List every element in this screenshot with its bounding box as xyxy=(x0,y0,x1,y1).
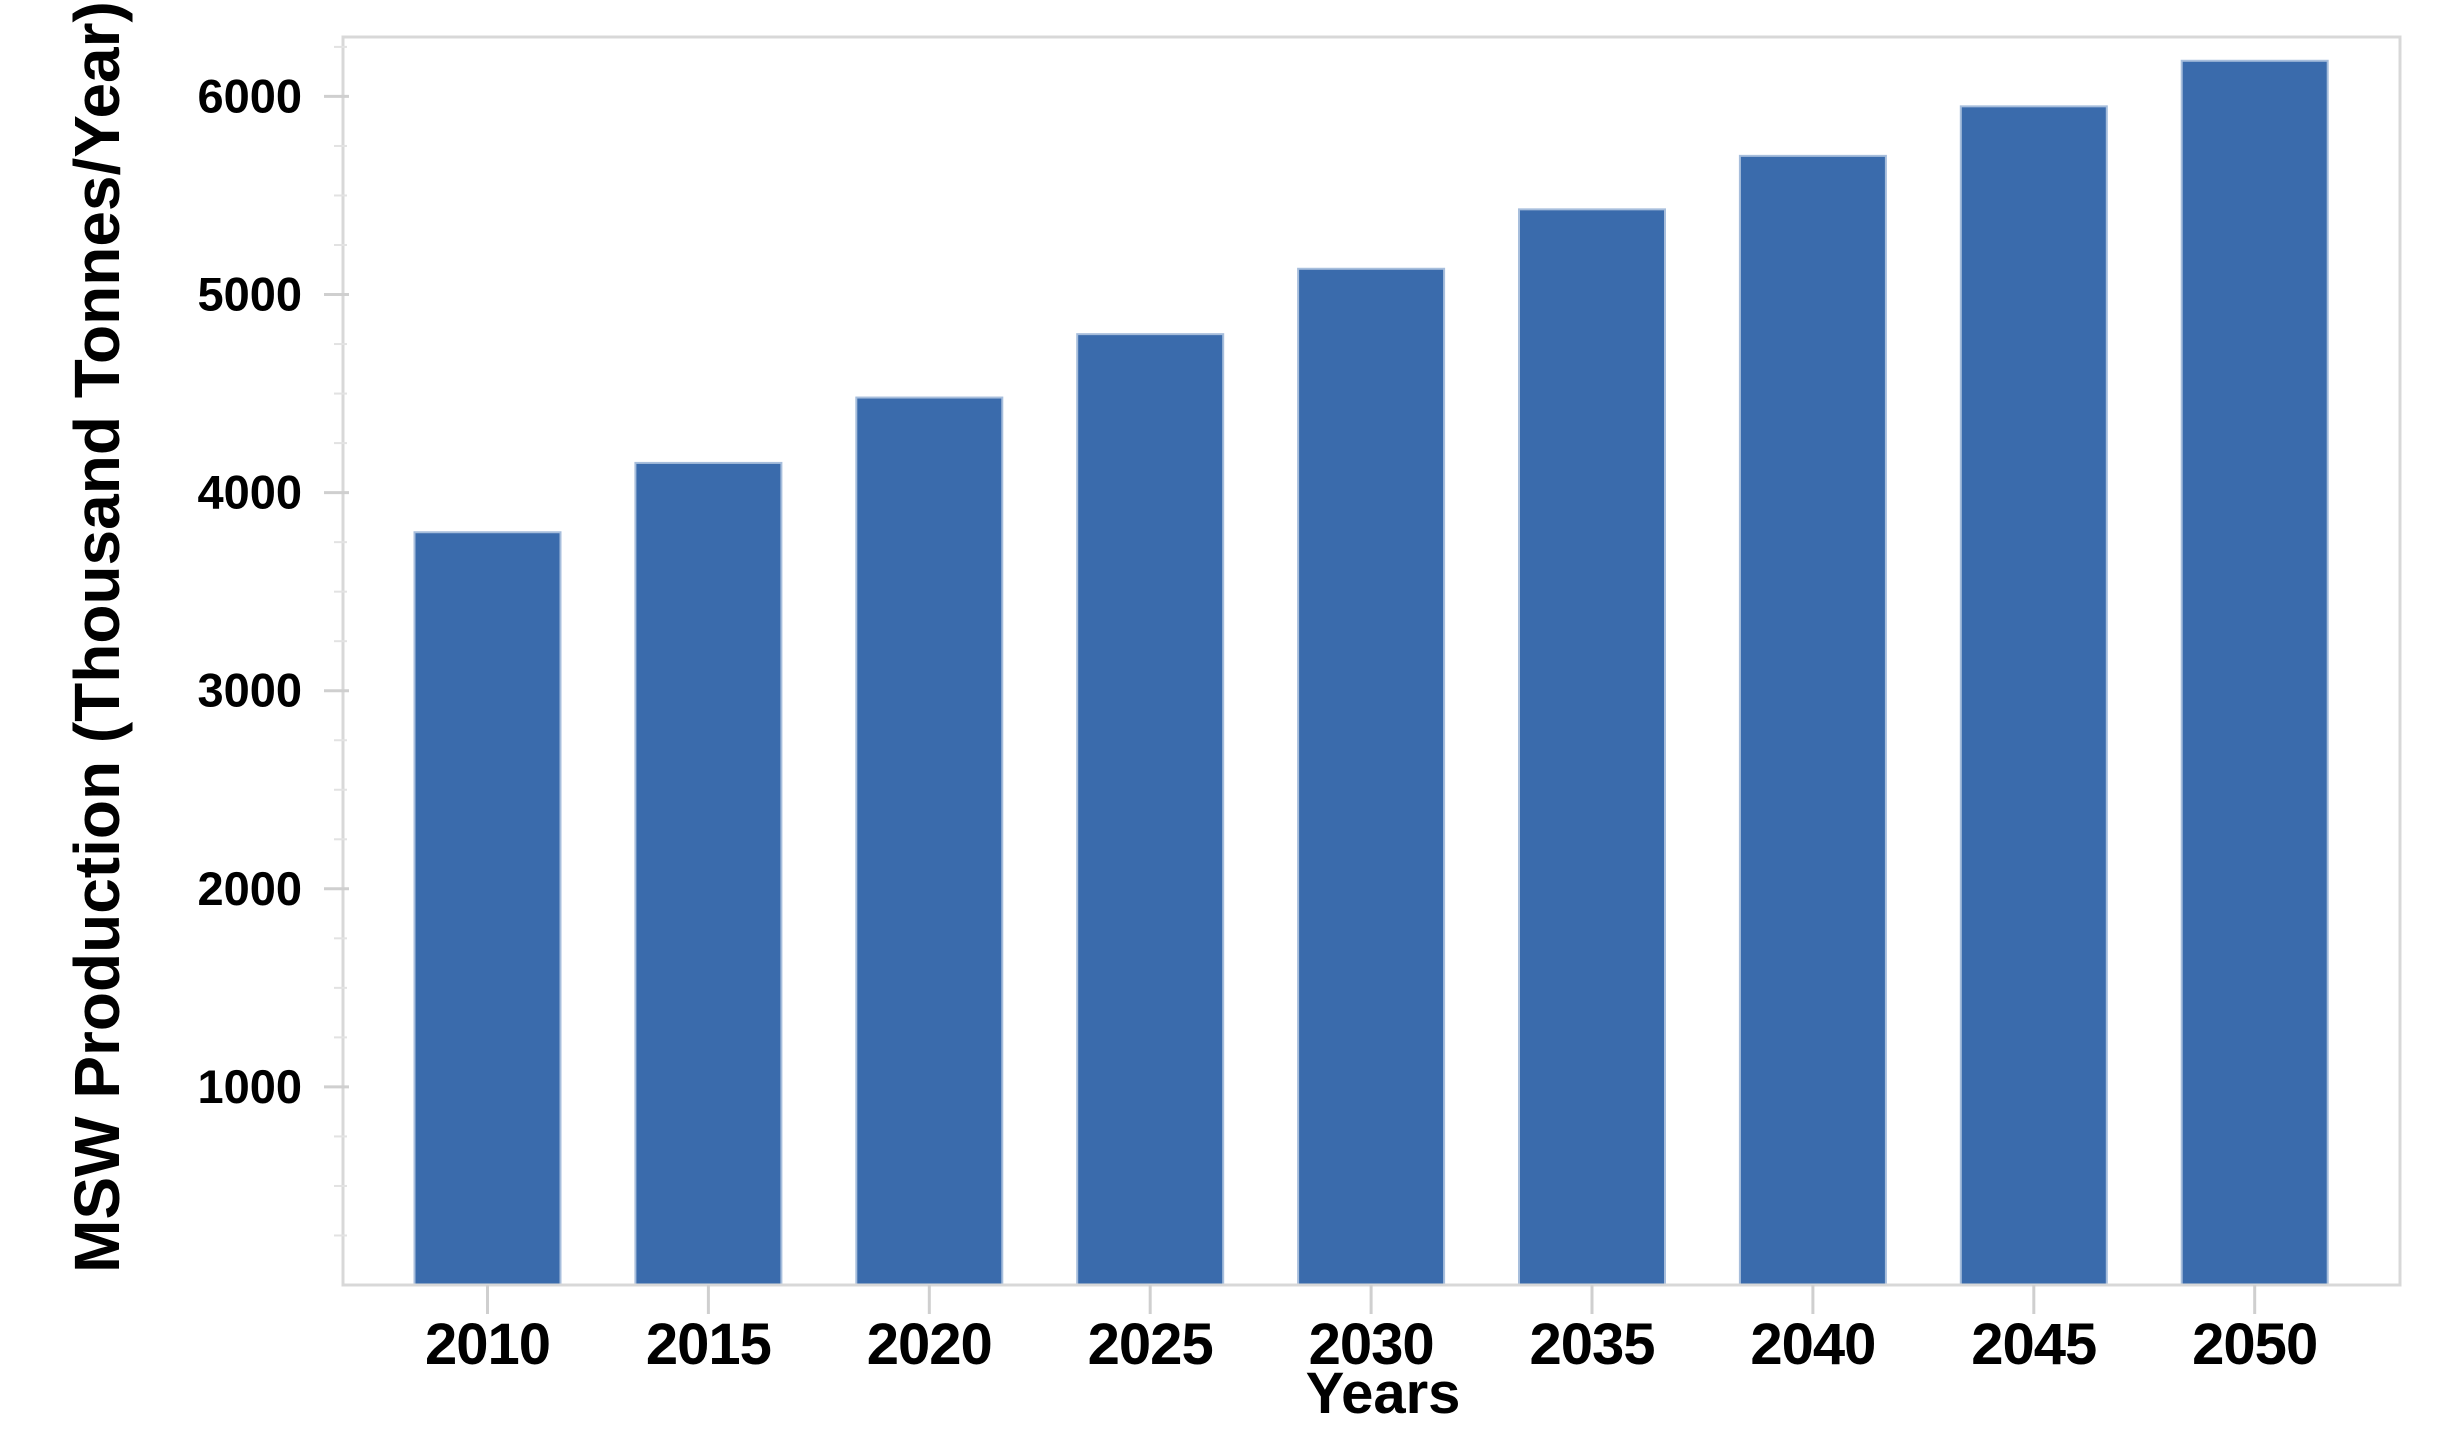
y-axis-tick-label: 4000 xyxy=(197,466,302,519)
y-axis-tick-label: 3000 xyxy=(197,664,302,717)
bar-2020 xyxy=(855,396,1004,1286)
tick-labels-layer: 6000 5000 4000 3000 2000 1000 2010 2015 2020 2025… xyxy=(197,69,2318,1377)
x-axis-tick-label: 2030 xyxy=(1309,1312,1434,1377)
bar-2030 xyxy=(1297,267,1446,1286)
x-axis-tick-label: 2035 xyxy=(1529,1312,1654,1377)
x-axis-tick-label: 2010 xyxy=(425,1312,550,1377)
bar-2045 xyxy=(1959,105,2108,1286)
y-axis-title: MSW Production (Thousand Tonnes/Year) xyxy=(61,1,133,1273)
x-axis-tick-label: 2040 xyxy=(1750,1312,1875,1377)
x-axis-tick-label: 2050 xyxy=(2192,1312,2317,1377)
bar-2035 xyxy=(1518,208,1666,1286)
y-axis-tick-label: 1000 xyxy=(197,1060,302,1113)
bar-2015 xyxy=(634,461,783,1286)
bar-2010 xyxy=(413,531,562,1286)
y-axis-tick-label: 6000 xyxy=(197,69,302,122)
y-axis-tick-label: 2000 xyxy=(197,862,302,915)
axes-layer xyxy=(324,35,2402,1314)
x-axis-tick-label: 2015 xyxy=(646,1312,771,1377)
bar-2025 xyxy=(1076,333,1225,1286)
x-axis-title: Years xyxy=(1306,1361,1461,1426)
x-axis-tick-label: 2020 xyxy=(867,1312,992,1377)
x-axis-tick-label: 2045 xyxy=(1971,1312,2096,1377)
bar-2050 xyxy=(2180,59,2329,1286)
bars-layer xyxy=(413,59,2329,1286)
y-axis-tick-label: 5000 xyxy=(197,268,302,321)
bar-2040 xyxy=(1738,154,1887,1286)
x-axis-tick-label: 2025 xyxy=(1088,1312,1213,1377)
